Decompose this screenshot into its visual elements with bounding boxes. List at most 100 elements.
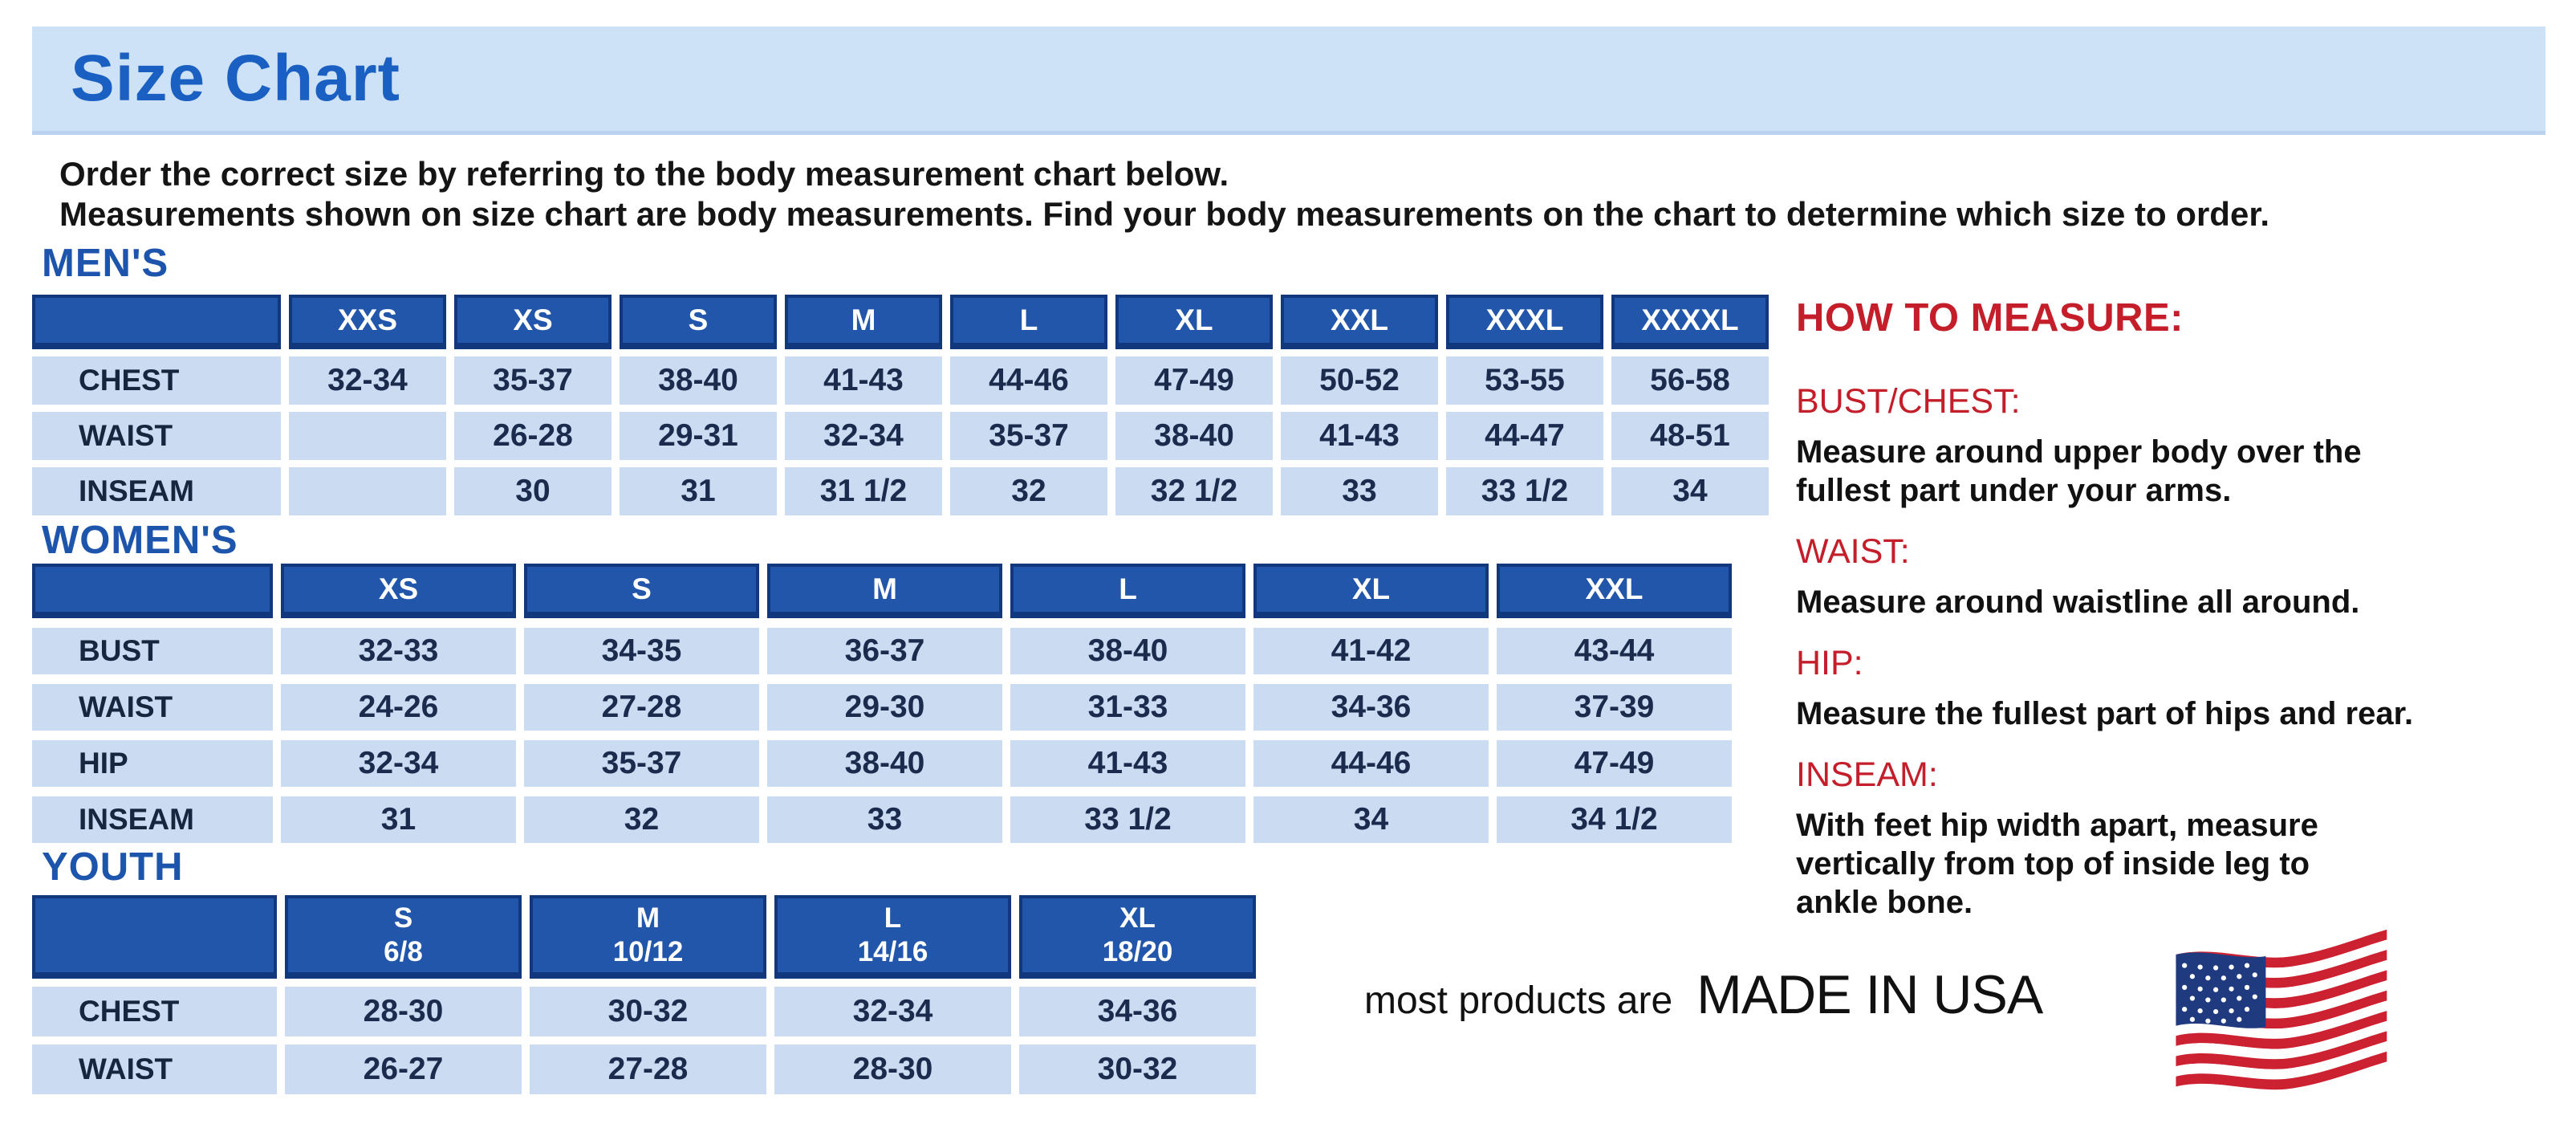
table-row: WAIST 24-26 27-28 29-30 31-33 34-36 37-3… bbox=[32, 684, 1732, 731]
youth-header-row: S 6/8 M 10/12 L 14/16 XL 18/20 bbox=[32, 895, 1256, 979]
measure-section-waist: WAIST: Measure around waistline all arou… bbox=[1796, 532, 2518, 621]
row-label-cell: CHEST bbox=[32, 987, 277, 1036]
mens-size-table: XXS XS S M L XL XXL XXXL XXXXL CHEST 32-… bbox=[24, 287, 1777, 523]
measurement-cell: 34 bbox=[1611, 467, 1769, 515]
youth-size-table: S 6/8 M 10/12 L 14/16 XL 18/20 CHEST 28-… bbox=[24, 887, 1264, 1102]
measurement-cell: 33 bbox=[1281, 467, 1438, 515]
measurement-cell: 30-32 bbox=[530, 987, 766, 1036]
measurement-cell: 32 1/2 bbox=[1115, 467, 1273, 515]
size-column-header: XXXXL bbox=[1611, 295, 1769, 349]
table-row: INSEAM 31 32 33 33 1/2 34 34 1/2 bbox=[32, 796, 1732, 843]
measurement-cell: 44-46 bbox=[950, 356, 1107, 405]
measurement-cell: 50-52 bbox=[1281, 356, 1438, 405]
measurement-cell: 43-44 bbox=[1497, 628, 1732, 674]
age-range-label: 6/8 bbox=[384, 936, 423, 967]
measure-section-inseam: INSEAM: With feet hip width apart, measu… bbox=[1796, 755, 2518, 922]
size-column-header: XS bbox=[454, 295, 611, 349]
measure-section-text: With feet hip width apart, measure bbox=[1796, 808, 2318, 843]
age-range-label: 14/16 bbox=[857, 936, 928, 967]
measurement-cell: 41-42 bbox=[1253, 628, 1489, 674]
measurement-cell: 30-32 bbox=[1019, 1044, 1256, 1094]
title-band: Size Chart bbox=[32, 26, 2546, 135]
us-flag-icon bbox=[2176, 930, 2387, 1090]
measurement-cell: 34-36 bbox=[1253, 684, 1489, 731]
mens-corner-cell bbox=[32, 295, 281, 349]
table-row: INSEAM 30 31 31 1/2 32 32 1/2 33 33 1/2 … bbox=[32, 467, 1769, 515]
size-column-header: S bbox=[524, 564, 759, 618]
measurement-cell: 44-46 bbox=[1253, 740, 1489, 787]
measurement-cell: 28-30 bbox=[774, 1044, 1011, 1094]
measurement-cell: 37-39 bbox=[1497, 684, 1732, 731]
measurement-cell: 32 bbox=[524, 796, 759, 843]
size-column-header: M 10/12 bbox=[530, 895, 766, 979]
measurement-cell: 53-55 bbox=[1446, 356, 1603, 405]
measure-section-text: vertically from top of inside leg to bbox=[1796, 846, 2310, 882]
measure-section-text: Measure the fullest part of hips and rea… bbox=[1796, 696, 2414, 731]
womens-size-table: XS S M L XL XXL BUST 32-33 34-35 36-37 3… bbox=[24, 554, 1740, 853]
womens-header-row: XS S M L XL XXL bbox=[32, 564, 1732, 618]
measurement-cell: 34 1/2 bbox=[1497, 796, 1732, 843]
size-column-header: XXS bbox=[289, 295, 446, 349]
table-row: WAIST 26-27 27-28 28-30 30-32 bbox=[32, 1044, 1256, 1094]
measurement-cell: 44-47 bbox=[1446, 412, 1603, 460]
measure-section-text: fullest part under your arms. bbox=[1796, 473, 2232, 508]
intro-line-1: Order the correct size by referring to t… bbox=[59, 155, 1229, 193]
measurement-cell: 26-28 bbox=[454, 412, 611, 460]
row-label-cell: HIP bbox=[32, 740, 273, 787]
youth-corner-cell bbox=[32, 895, 277, 979]
measurement-cell: 41-43 bbox=[1010, 740, 1245, 787]
measurement-cell: 47-49 bbox=[1497, 740, 1732, 787]
measure-section-text: ankle bone. bbox=[1796, 885, 1973, 920]
measurement-cell: 35-37 bbox=[524, 740, 759, 787]
measurement-cell: 24-26 bbox=[281, 684, 516, 731]
measure-section-text: Measure around waistline all around. bbox=[1796, 584, 2360, 620]
measurement-cell: 32-34 bbox=[289, 356, 446, 405]
measure-section-bust-chest: BUST/CHEST: Measure around upper body ov… bbox=[1796, 382, 2518, 510]
how-to-measure-panel: HOW TO MEASURE: BUST/CHEST: Measure arou… bbox=[1796, 295, 2518, 944]
row-label-cell: INSEAM bbox=[32, 467, 281, 515]
measurement-cell: 38-40 bbox=[1010, 628, 1245, 674]
measurement-cell: 34 bbox=[1253, 796, 1489, 843]
measurement-cell: 30 bbox=[454, 467, 611, 515]
size-label: L bbox=[884, 902, 902, 934]
row-label-cell: WAIST bbox=[32, 412, 281, 460]
row-label-cell: WAIST bbox=[32, 1044, 277, 1094]
measurement-cell: 32-34 bbox=[774, 987, 1011, 1036]
intro-text: Order the correct size by referring to t… bbox=[59, 154, 2531, 234]
measurement-cell: 34-36 bbox=[1019, 987, 1256, 1036]
womens-corner-cell bbox=[32, 564, 273, 618]
size-column-header: XL 18/20 bbox=[1019, 895, 1256, 979]
table-row: BUST 32-33 34-35 36-37 38-40 41-42 43-44 bbox=[32, 628, 1732, 674]
size-label: M bbox=[636, 902, 660, 934]
measurement-cell: 31-33 bbox=[1010, 684, 1245, 731]
measurement-cell: 35-37 bbox=[454, 356, 611, 405]
intro-line-2: Measurements shown on size chart are bod… bbox=[59, 195, 2270, 233]
measurement-cell: 38-40 bbox=[620, 356, 777, 405]
measurement-cell: 31 bbox=[281, 796, 516, 843]
measurement-cell: 29-30 bbox=[767, 684, 1002, 731]
measurement-cell: 48-51 bbox=[1611, 412, 1769, 460]
measurement-cell: 47-49 bbox=[1115, 356, 1273, 405]
measure-section-label: HIP: bbox=[1796, 644, 1863, 682]
measurement-cell: 32-34 bbox=[785, 412, 942, 460]
age-range-label: 18/20 bbox=[1102, 936, 1173, 967]
size-column-header: S bbox=[620, 295, 777, 349]
measurement-cell: 33 1/2 bbox=[1010, 796, 1245, 843]
measure-section-hip: HIP: Measure the fullest part of hips an… bbox=[1796, 644, 2518, 733]
measurement-cell bbox=[289, 412, 446, 460]
measure-section-label: INSEAM: bbox=[1796, 755, 1938, 794]
measurement-cell: 27-28 bbox=[524, 684, 759, 731]
youth-section-heading: YOUTH bbox=[42, 845, 184, 889]
measurement-cell: 31 bbox=[620, 467, 777, 515]
measurement-cell: 41-43 bbox=[1281, 412, 1438, 460]
age-range-label: 10/12 bbox=[612, 936, 684, 967]
measurement-cell: 34-35 bbox=[524, 628, 759, 674]
made-in-usa-line: most products are MADE IN USA bbox=[1364, 963, 2043, 1026]
measurement-cell: 38-40 bbox=[1115, 412, 1273, 460]
measurement-cell: 36-37 bbox=[767, 628, 1002, 674]
measurement-cell: 32 bbox=[950, 467, 1107, 515]
measure-section-label: WAIST: bbox=[1796, 532, 1910, 571]
made-in-usa-text: MADE IN USA bbox=[1696, 964, 2043, 1025]
size-column-header: XXL bbox=[1497, 564, 1732, 618]
table-row: CHEST 28-30 30-32 32-34 34-36 bbox=[32, 987, 1256, 1036]
